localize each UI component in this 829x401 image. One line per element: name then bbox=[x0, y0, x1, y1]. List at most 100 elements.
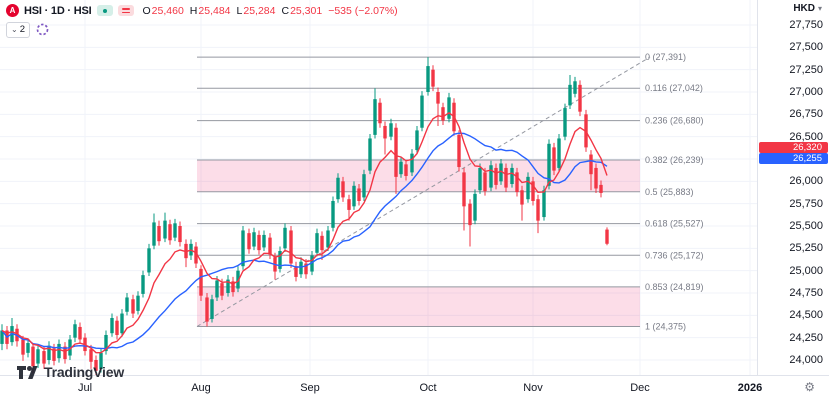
candle-body bbox=[563, 108, 567, 137]
ma-fast-line bbox=[1, 111, 608, 354]
time-tick-label: Nov bbox=[523, 382, 543, 394]
price-tick-label: 25,250 bbox=[789, 242, 823, 255]
candle-body bbox=[341, 181, 345, 198]
open-label: O bbox=[142, 4, 151, 17]
fib-level-label: 0.853 (24,819) bbox=[645, 282, 704, 292]
red-line-icon bbox=[121, 8, 130, 10]
candle-body bbox=[157, 226, 161, 242]
currency-selector[interactable]: HKD ▾ bbox=[793, 3, 822, 14]
price-tick-label: 27,250 bbox=[789, 63, 823, 76]
time-axis[interactable]: Jul Aug Sep Oct Nov Dec 2026 ⚙ bbox=[0, 375, 829, 401]
low-value: 25,284 bbox=[243, 4, 276, 17]
open-value: 25,460 bbox=[151, 4, 184, 17]
candle-body bbox=[57, 343, 61, 359]
candle-body bbox=[236, 270, 240, 289]
time-tick-label: 2026 bbox=[737, 382, 763, 394]
price-chart-canvas[interactable]: 0 (27,391) 0.116 (27,042) 0.236 (26,680) 0.… bbox=[0, 0, 757, 375]
candle-body bbox=[489, 165, 493, 188]
candle-body bbox=[147, 248, 151, 273]
candle-body bbox=[399, 161, 403, 175]
fib-level-label: 0.736 (25,172) bbox=[645, 250, 704, 260]
candle-body bbox=[426, 66, 430, 92]
candle-body bbox=[483, 172, 487, 192]
candle-body bbox=[494, 167, 498, 185]
candle-body bbox=[578, 84, 582, 112]
candle-body bbox=[199, 268, 203, 296]
fib-band bbox=[197, 159, 640, 192]
candle-body bbox=[326, 230, 330, 248]
candle-body bbox=[447, 97, 451, 119]
price-tick-label: 25,000 bbox=[789, 264, 823, 277]
candle-body bbox=[294, 266, 298, 277]
candle-body bbox=[78, 326, 82, 340]
time-tick-label: Oct bbox=[419, 382, 437, 394]
price-tick-label: 27,750 bbox=[789, 19, 823, 31]
candle-body bbox=[42, 351, 46, 364]
indicators-collapse-button[interactable]: ⌄ 2 bbox=[6, 21, 30, 38]
candle-body bbox=[89, 349, 93, 362]
candle-body bbox=[462, 172, 466, 207]
candle-body bbox=[63, 346, 67, 360]
candle-body bbox=[315, 233, 319, 253]
close-value: 25,301 bbox=[290, 4, 323, 17]
candle-body bbox=[289, 230, 293, 264]
candle-body bbox=[299, 261, 303, 275]
candle-body bbox=[99, 352, 103, 369]
candle-body bbox=[226, 279, 230, 293]
price-tick-label: 25,750 bbox=[789, 197, 823, 210]
candle-body bbox=[141, 275, 145, 294]
candle-body bbox=[504, 167, 508, 188]
fib-level-label: 0.382 (26,239) bbox=[645, 155, 704, 165]
indicator-count: 2 bbox=[19, 23, 25, 35]
price-tick-label: 26,000 bbox=[789, 175, 823, 188]
price-tick-label: 25,500 bbox=[789, 220, 823, 232]
candle-body bbox=[536, 199, 540, 221]
candle-body bbox=[52, 348, 56, 361]
high-value: 25,484 bbox=[198, 4, 231, 17]
candle-body bbox=[441, 107, 445, 121]
marker-visibility-toggle[interactable] bbox=[96, 5, 113, 16]
candle-body bbox=[115, 320, 119, 335]
candle-body bbox=[373, 99, 377, 135]
candle-body bbox=[368, 138, 372, 171]
candle-body bbox=[378, 102, 382, 124]
ma-price-badge: 26,255 bbox=[759, 153, 828, 165]
candle-body bbox=[347, 199, 351, 210]
price-axis[interactable]: HKD ▾ 27,750 27,500 27,250 27,000 26,750 26,5… bbox=[757, 0, 829, 375]
candle-body bbox=[252, 232, 256, 247]
candle-body bbox=[568, 84, 572, 106]
trendline bbox=[196, 56, 651, 327]
candle-body bbox=[404, 164, 408, 176]
candle-body bbox=[468, 203, 472, 226]
candle-body bbox=[26, 343, 30, 353]
candle-body bbox=[257, 234, 261, 251]
time-tick-label: Aug bbox=[191, 382, 211, 394]
candle-body bbox=[331, 200, 335, 228]
close-label: C bbox=[281, 4, 290, 17]
fib-level-label: 1 (24,375) bbox=[645, 322, 686, 332]
candle-body bbox=[241, 230, 245, 267]
lines-visibility-toggle[interactable] bbox=[117, 5, 134, 16]
symbol-title[interactable]: HSI · 1D · HSI bbox=[24, 4, 92, 17]
candle-body bbox=[268, 237, 272, 255]
caret-down-icon: ▾ bbox=[817, 4, 822, 13]
candle-body bbox=[304, 263, 308, 275]
candle-body bbox=[389, 123, 393, 137]
candle-body bbox=[220, 283, 224, 296]
candle-body bbox=[436, 92, 440, 104]
candle-body bbox=[336, 177, 340, 200]
ohlc-values: O 25,460 H 25,484 L 25,284 C 25,301 −535 (−2… bbox=[143, 5, 398, 17]
ma-price-badge: 26,320 bbox=[759, 141, 828, 153]
candle-body bbox=[231, 281, 235, 293]
fib-level-label: 0.5 (25,883) bbox=[645, 187, 694, 197]
price-tick-label: 24,000 bbox=[789, 354, 823, 366]
candle-body bbox=[247, 233, 251, 250]
fib-level-label: 0.236 (26,680) bbox=[645, 116, 704, 126]
low-label: L bbox=[236, 4, 243, 17]
fib-indicator-icon[interactable] bbox=[36, 23, 49, 36]
green-dot-icon bbox=[102, 8, 107, 13]
chevron-down-icon: ⌄ bbox=[11, 24, 18, 34]
tradingview-watermark[interactable]: TradingView bbox=[16, 364, 124, 380]
gear-icon[interactable]: ⚙ bbox=[804, 380, 815, 394]
